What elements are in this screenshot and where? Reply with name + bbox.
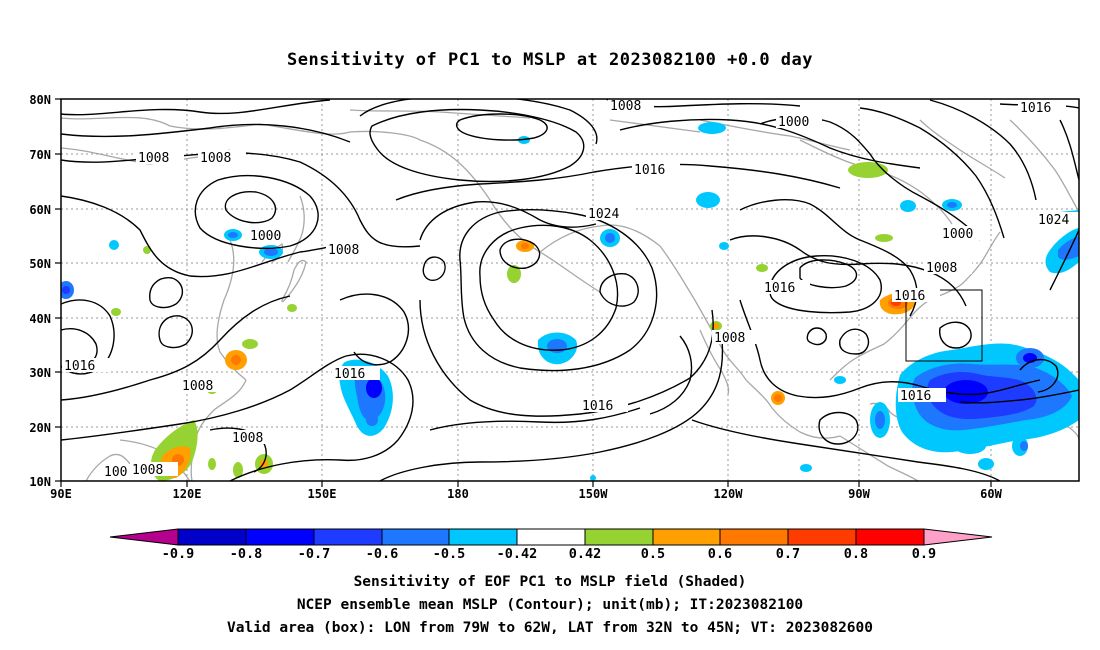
lat-label: 70N <box>29 148 51 162</box>
contour-label: 1024 <box>588 207 619 222</box>
contour-label: 1024 <box>1038 213 1069 228</box>
lat-label: 10N <box>29 475 51 489</box>
lon-label: 150W <box>579 487 609 501</box>
contour-label: 1016 <box>764 281 795 296</box>
lat-label: 30N <box>29 366 51 380</box>
colorbar-label: -0.5 <box>433 546 466 562</box>
contour-label: 1016 <box>64 359 95 374</box>
lat-label: 60N <box>29 203 51 217</box>
contour-label: 1008 <box>610 99 641 114</box>
map-frame <box>60 98 1080 482</box>
contour-label: 1000 <box>942 227 973 242</box>
contour-label: 1016 <box>1020 101 1051 116</box>
coastlines <box>61 109 1079 481</box>
contour-label: 1008 <box>132 463 163 478</box>
colorbar-swatch <box>178 529 246 545</box>
contour-label: 1008 <box>714 331 745 346</box>
mslp-contours <box>61 99 1079 481</box>
contour-label: 1000 <box>778 115 809 130</box>
colorbar-label: 0.5 <box>641 546 665 562</box>
colorbar-swatch <box>382 529 449 545</box>
colorbar-label: -0.8 <box>230 546 263 562</box>
colorbar-swatch <box>246 529 314 545</box>
colorbar-swatch <box>653 529 720 545</box>
contour-label: 1008 <box>232 431 263 446</box>
colorbar-swatch <box>314 529 382 545</box>
colorbar-label: -0.9 <box>162 546 195 562</box>
colorbar: -0.9 -0.8 -0.7 -0.6 -0.5 -0.42 0.42 0.5 … <box>109 528 993 562</box>
lon-label: 120W <box>714 487 744 501</box>
lat-label: 50N <box>29 257 51 271</box>
caption-line-1: Sensitivity of EOF PC1 to MSLP field (Sh… <box>353 574 747 590</box>
lon-label: 90E <box>50 487 72 501</box>
colorbar-swatch <box>856 529 924 545</box>
contour-label: 1016 <box>634 163 665 178</box>
sensitivity-shading <box>61 122 1079 481</box>
caption-line-2: NCEP ensemble mean MSLP (Contour); unit(… <box>296 597 804 613</box>
lon-label: 60W <box>980 487 1002 501</box>
contour-label: 1016 <box>900 389 931 404</box>
colorbar-swatch <box>788 529 856 545</box>
lat-label: 20N <box>29 421 51 435</box>
lon-label: 180 <box>447 487 469 501</box>
contour-label: 1016 <box>582 399 613 414</box>
colorbar-swatch <box>449 529 517 545</box>
longitude-labels: 90E 120E 150E 180 150W 120W 90W 60W <box>50 487 1002 501</box>
lat-label: 40N <box>29 312 51 326</box>
colorbar-swatch <box>110 529 178 545</box>
colorbar-swatch <box>585 529 653 545</box>
lon-label: 90W <box>848 487 870 501</box>
colorbar-swatch <box>720 529 788 545</box>
colorbar-label: -0.6 <box>366 546 399 562</box>
contour-label: 1008 <box>182 379 213 394</box>
contour-label: 1008 <box>328 243 359 258</box>
axis-ticks <box>55 98 992 487</box>
map-title: Sensitivity of PC1 to MSLP at 2023082100… <box>286 50 813 70</box>
lat-label: 80N <box>29 93 51 107</box>
contour-label: 1008 <box>200 151 231 166</box>
lon-label: 150E <box>308 487 337 501</box>
contour-label: 100 <box>104 465 127 480</box>
caption-line-3: Valid area (box): LON from 79W to 62W, L… <box>226 620 873 636</box>
contour-label: 1008 <box>926 261 957 276</box>
latitude-labels: 80N 70N 60N 50N 40N 30N 20N 10N <box>29 93 51 489</box>
colorbar-label: 0.8 <box>844 546 868 562</box>
colorbar-swatch <box>924 529 992 545</box>
contour-labels: 1008 1016 1008 1000 1000 1008 1016 1024 … <box>62 98 1079 480</box>
colorbar-label: -0.42 <box>497 546 538 562</box>
contour-label: 1016 <box>334 367 365 382</box>
colorbar-label: 0.7 <box>776 546 800 562</box>
colorbar-label: -0.7 <box>298 546 331 562</box>
colorbar-label: 0.9 <box>912 546 936 562</box>
colorbar-label: 0.42 <box>569 546 602 562</box>
gridlines <box>61 99 1079 481</box>
colorbar-label: 0.6 <box>708 546 732 562</box>
contour-label: 1016 <box>894 289 925 304</box>
colorbar-swatch <box>517 529 585 545</box>
contour-label: 1008 <box>138 151 169 166</box>
contour-label: 1000 <box>250 229 281 244</box>
valid-area-box <box>905 289 983 362</box>
lon-label: 120E <box>173 487 202 501</box>
